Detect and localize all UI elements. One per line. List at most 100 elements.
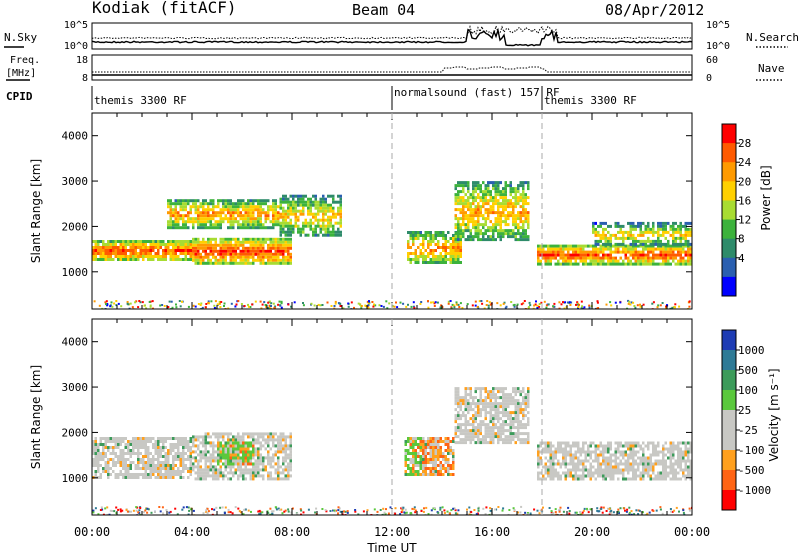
heatmap-cell-band-5	[484, 184, 487, 188]
heatmap-cell-scatter	[388, 302, 391, 305]
heatmap-cell-band-5	[474, 235, 477, 239]
heatmap-cell-band-0	[102, 243, 105, 246]
heatmap-cell-band-1	[244, 468, 247, 472]
heatmap-cell-band-1	[274, 255, 277, 259]
heatmap-cell-band-3	[294, 221, 297, 225]
heatmap-cell-scatter	[163, 305, 166, 307]
heatmap-cell-band-2	[247, 223, 250, 227]
heatmap-cell-band-4	[494, 387, 497, 391]
heatmap-cell-band-0	[187, 243, 190, 246]
cpid-segment-3: themis 3300 RF	[544, 94, 637, 107]
heatmap-cell-band-5	[477, 214, 480, 218]
heatmap-cell-band-6	[589, 244, 592, 248]
heatmap-cell-band-7	[647, 236, 650, 240]
heatmap-cell-band-0	[109, 467, 112, 470]
heatmap-cell-band-2	[229, 462, 232, 466]
heatmap-cell-band-1	[279, 261, 282, 265]
heatmap-cell-band-0	[134, 258, 137, 261]
heatmap-cell-band-1	[264, 438, 267, 442]
heatmap-cell-band-2	[199, 214, 202, 218]
heatmap-cell-band-5	[607, 447, 610, 451]
heatmap-cell-band-3	[302, 197, 305, 201]
heatmap-cell-band-3	[434, 437, 437, 440]
heatmap-cell-band-0	[134, 255, 137, 258]
heatmap-cell-band-7	[644, 224, 647, 228]
heatmap-cell-band-6	[592, 253, 595, 257]
heatmap-cell-band-5	[552, 474, 555, 478]
heatmap-cell-scatter	[399, 301, 402, 304]
heatmap-cell-band-0	[174, 437, 177, 440]
colorbar-tick-label: 16	[738, 194, 751, 207]
heatmap-cell-band-3	[319, 227, 322, 231]
heatmap-cell-band-2	[272, 217, 275, 221]
heatmap-cell-band-0	[94, 243, 97, 246]
heatmap-cell-band-1	[237, 252, 240, 256]
heatmap-cell-band-3	[332, 206, 335, 210]
heatmap-cell-band-0	[99, 455, 102, 458]
heatmap-cell-band-6	[549, 244, 552, 248]
heatmap-cell-scatter	[110, 301, 113, 304]
heatmap-cell-band-1	[274, 237, 277, 241]
heatmap-cell-band-2	[212, 223, 215, 227]
heatmap-cell-band-5	[582, 465, 585, 469]
heatmap-cell-band-4	[519, 393, 522, 397]
heatmap-cell-band-5	[549, 441, 552, 445]
heatmap-cell-band-1	[239, 240, 242, 244]
heatmap-cell-band-3	[314, 200, 317, 204]
heatmap-cell-band-6	[614, 259, 617, 263]
heatmap-cell-band-5	[629, 456, 632, 460]
heatmap-cell-band-2	[174, 211, 177, 215]
heatmap-cell-band-6	[609, 256, 612, 260]
heatmap-cell-band-6	[572, 253, 575, 257]
heatmap-cell-band-3	[284, 212, 287, 216]
heatmap-cell-band-0	[127, 240, 130, 243]
heatmap-cell-band-4	[499, 426, 502, 430]
heatmap-cell-band-1	[192, 258, 195, 262]
heatmap-cell-band-4	[472, 426, 475, 430]
heatmap-cell-band-1	[259, 468, 262, 472]
heatmap-cell-band-0	[132, 240, 135, 243]
heatmap-cell-band-0	[132, 246, 135, 249]
heatmap-cell-band-0	[174, 446, 177, 449]
heatmap-cell-band-4	[524, 441, 527, 445]
heatmap-cell-band-4	[477, 402, 480, 406]
heatmap-cell-band-5	[509, 211, 512, 215]
heatmap-cell-band-5	[519, 238, 522, 242]
heatmap-cell-band-6	[667, 256, 670, 260]
heatmap-cell-band-4	[524, 432, 527, 436]
heatmap-cell-scatter	[581, 305, 583, 308]
heatmap-cell-band-1	[192, 444, 195, 448]
heatmap-cell-band-4	[514, 405, 517, 409]
heatmap-cell-band-5	[604, 471, 607, 475]
heatmap-cell-band-1	[287, 471, 290, 475]
heatmap-cell-band-5	[582, 459, 585, 463]
heatmap-cell-band-1	[252, 249, 255, 253]
heatmap-cell-scatter	[503, 301, 506, 304]
heatmap-cell-band-4	[412, 234, 415, 237]
heatmap-cell-band-5	[474, 187, 477, 191]
heatmap-cell-band-6	[624, 247, 627, 251]
heatmap-cell-band-4	[459, 402, 462, 406]
heatmap-cell-band-0	[104, 255, 107, 258]
heatmap-cell-band-4	[442, 246, 445, 249]
heatmap-cell-band-1	[197, 435, 200, 439]
heatmap-cell-band-0	[139, 255, 142, 258]
heatmap-cell-band-4	[454, 249, 457, 252]
heatmap-cell-band-5	[507, 229, 510, 233]
heatmap-cell-band-6	[584, 253, 587, 257]
heatmap-cell-band-2	[177, 226, 180, 230]
heatmap-cell-band-5	[599, 465, 602, 469]
heatmap-cell-band-2	[202, 208, 205, 212]
heatmap-cell-band-2	[257, 223, 260, 227]
heatmap-cell-band-5	[514, 217, 517, 221]
heatmap-cell-scatter	[576, 301, 579, 304]
heatmap-cell-band-3	[284, 200, 287, 204]
heatmap-cell-band-5	[602, 450, 605, 454]
heatmap-cell-band-5	[524, 217, 527, 221]
noise-right-tick-top: 10^5	[706, 20, 730, 31]
heatmap-cell-band-2	[277, 220, 280, 224]
heatmap-cell-band-6	[674, 253, 677, 257]
heatmap-cell-band-4	[507, 399, 510, 403]
heatmap-cell-band-7	[682, 233, 685, 237]
heatmap-cell-band-1	[234, 438, 237, 442]
